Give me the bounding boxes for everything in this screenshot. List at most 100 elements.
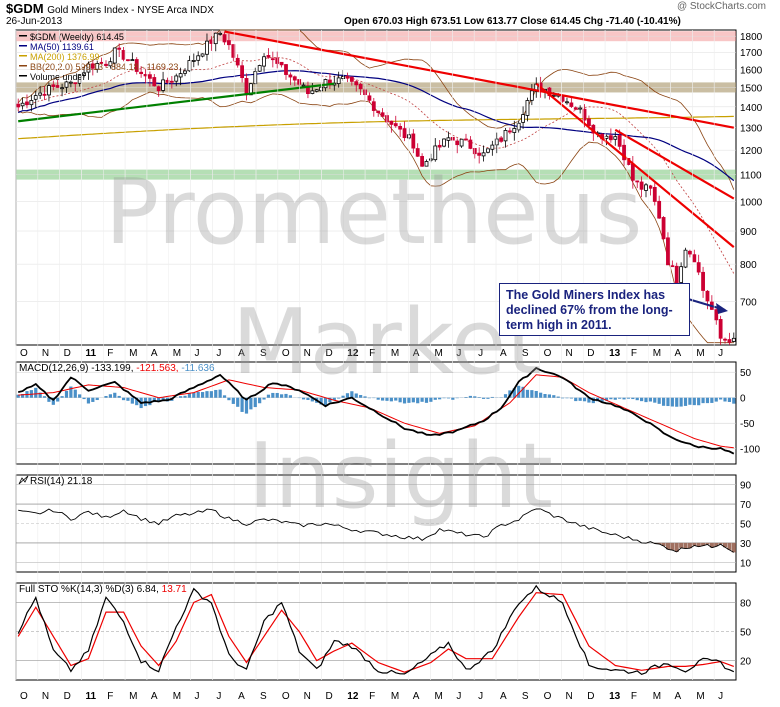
candle-body-143 xyxy=(644,184,648,191)
candle-body-22 xyxy=(112,47,117,64)
macd-hist-bar-86 xyxy=(394,397,398,401)
candle-body-11 xyxy=(64,81,69,88)
macd-hist-bar-111 xyxy=(503,394,508,398)
candle-body-2 xyxy=(25,101,29,106)
price-ytick-1700: 1700 xyxy=(740,48,763,59)
top-xtick-4: F xyxy=(107,348,113,359)
bottom-xtick-6: A xyxy=(151,691,158,702)
macd-hist-bar-135 xyxy=(609,397,613,400)
macd-hist-bar-0 xyxy=(16,394,20,398)
macd-hist-bar-97 xyxy=(442,397,446,399)
bottom-xtick-20: J xyxy=(456,691,461,702)
top-xtick-24: O xyxy=(544,348,552,359)
macd-hist-bar-125 xyxy=(565,397,569,399)
macd-hist-bar-162 xyxy=(727,397,732,402)
macd-hist-bar-9 xyxy=(56,397,60,402)
macd-hist-bar-133 xyxy=(600,397,604,402)
candle-body-160 xyxy=(718,319,723,339)
macd-hist-bar-78 xyxy=(359,395,363,398)
rsi-ytick-10: 10 xyxy=(740,558,752,569)
candle-body-130 xyxy=(587,118,591,127)
candle-body-56 xyxy=(262,56,266,67)
candle-body-148 xyxy=(666,237,670,266)
macd-hist-bar-59 xyxy=(275,392,279,398)
watermark-prometheus: Prometheus xyxy=(105,160,643,265)
macd-hist-bar-120 xyxy=(543,393,547,398)
candle-body-88 xyxy=(402,128,407,139)
macd-hist-bar-25 xyxy=(126,397,130,401)
candle-body-38 xyxy=(183,70,187,74)
bb-lower-line xyxy=(18,91,734,344)
candle-body-28 xyxy=(139,71,144,75)
candle-body-14 xyxy=(77,74,82,84)
bottom-xtick-27: 13 xyxy=(609,691,621,702)
candle-body-85 xyxy=(389,120,394,125)
macd-hist-bar-96 xyxy=(438,397,442,400)
candle-body-127 xyxy=(573,107,578,110)
candle-body-83 xyxy=(380,112,385,117)
candle-body-7 xyxy=(47,85,51,96)
macd-hist-bar-74 xyxy=(341,395,345,398)
macd-hist-bar-4 xyxy=(34,387,38,398)
macd-hist-bar-163 xyxy=(732,397,736,404)
macd-hist-bar-113 xyxy=(512,388,516,398)
macd-hist-bar-48 xyxy=(227,397,231,401)
candle-body-163 xyxy=(731,337,736,342)
candle-body-58 xyxy=(270,58,275,61)
candle-body-0 xyxy=(16,103,21,108)
candle-body-41 xyxy=(196,55,201,61)
top-xtick-3: 11 xyxy=(85,348,96,359)
candle-body-15 xyxy=(82,72,86,76)
price-legend-swatch-2 xyxy=(19,55,27,57)
candle-body-53 xyxy=(248,83,253,96)
candle-body-144 xyxy=(648,185,653,189)
macd-hist-bar-30 xyxy=(148,397,152,406)
bottom-xtick-17: M xyxy=(391,691,399,702)
annotation-arrowhead xyxy=(716,303,728,314)
candle-body-104 xyxy=(472,148,477,155)
candle-body-75 xyxy=(345,75,350,79)
macd-hist-bar-148 xyxy=(666,397,670,407)
chart-symbol: $GDM Gold Miners Index - NYSE Arca INDX xyxy=(6,1,214,16)
candle-body-61 xyxy=(284,64,288,75)
watermark-market: Market xyxy=(232,290,542,395)
candle-body-109 xyxy=(494,138,499,146)
macd-legend: MACD(12,26,9) -133.199, -121.563, -11.63… xyxy=(19,363,215,374)
rsi-legend: RSI(14) 21.18 xyxy=(30,476,93,487)
candle-body-49 xyxy=(231,44,236,58)
rsi-legend-icon xyxy=(18,475,29,485)
macd-hist-bar-7 xyxy=(47,397,51,402)
top-xtick-27: 13 xyxy=(609,348,621,359)
candle-body-151 xyxy=(679,266,684,283)
price-ytick-1400: 1400 xyxy=(740,103,763,114)
candle-body-44 xyxy=(209,39,214,44)
candle-body-128 xyxy=(578,107,583,110)
macd-hist-bar-44 xyxy=(209,391,213,398)
macd-hist-bar-160 xyxy=(719,397,723,400)
chart-date: 26-Jun-2013 xyxy=(6,16,63,27)
candle-body-3 xyxy=(29,100,34,106)
macd-hist-bar-85 xyxy=(389,397,393,402)
candle-body-162 xyxy=(727,339,732,343)
stockcharts-credit: @ StockCharts.com xyxy=(676,1,766,12)
candle-body-62 xyxy=(288,74,293,78)
macd-hist-bar-95 xyxy=(433,397,437,400)
macd-hist-bar-87 xyxy=(398,397,402,403)
rsi-ytick-90: 90 xyxy=(740,481,752,492)
candle-body-152 xyxy=(683,249,688,268)
candle-body-8 xyxy=(51,84,56,87)
top-xtick-30: A xyxy=(675,348,682,359)
price-legend-swatch-0 xyxy=(19,35,27,37)
candle-body-115 xyxy=(521,114,525,123)
candle-body-150 xyxy=(674,265,679,284)
macd-hist-bar-105 xyxy=(477,397,481,398)
candle-body-154 xyxy=(692,254,697,263)
candle-body-46 xyxy=(218,32,223,35)
candle-body-81 xyxy=(371,101,376,111)
candle-body-134 xyxy=(604,135,609,139)
macd-hist-bar-54 xyxy=(253,397,257,408)
bottom-xtick-21: J xyxy=(478,691,483,702)
bottom-xtick-28: F xyxy=(631,691,637,702)
candle-body-36 xyxy=(174,75,179,82)
macd-hist-bar-11 xyxy=(64,390,69,398)
